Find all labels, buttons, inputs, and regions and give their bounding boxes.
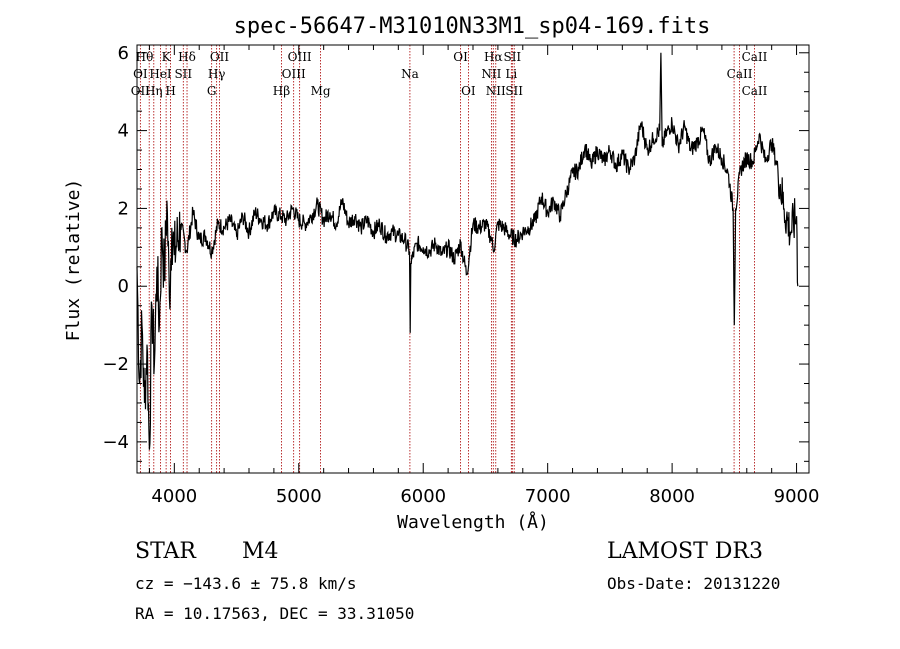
plot-frame xyxy=(136,44,810,474)
y-tick-label: 4 xyxy=(118,121,129,142)
line-label: NII xyxy=(486,84,506,98)
x-tick-label: 8000 xyxy=(649,486,695,507)
x-tick-label: 4000 xyxy=(151,486,197,507)
y-tick-label: 0 xyxy=(118,276,129,297)
line-label: OI xyxy=(461,84,476,98)
line-label: OII xyxy=(210,50,230,64)
line-label: SII xyxy=(174,67,192,81)
line-label: Hγ xyxy=(208,67,226,81)
line-label: K xyxy=(162,50,172,64)
line-label: HeI xyxy=(149,67,172,81)
y-tick-label: −4 xyxy=(102,432,129,453)
line-label: CaII xyxy=(742,84,768,98)
survey-name: LAMOST DR3 xyxy=(607,539,763,564)
chart-title: spec-56647-M31010N33M1_sp04-169.fits xyxy=(234,14,711,39)
line-label: Hη xyxy=(145,84,163,98)
line-label: Na xyxy=(401,67,419,81)
y-tick-label: 6 xyxy=(118,43,129,64)
line-label: OII xyxy=(131,84,151,98)
x-tick-label: 7000 xyxy=(525,486,571,507)
y-tick-label: 2 xyxy=(118,198,129,219)
line-label: OIII xyxy=(288,50,312,64)
line-label: SII xyxy=(505,84,523,98)
axis-ticks: 4000 5000 6000 7000 8000 9000 −4 −2 0 2 4 6 xyxy=(102,43,819,507)
coordinates: RA = 10.17563, DEC = 33.31050 xyxy=(135,604,415,623)
line-label: Hθ xyxy=(136,50,154,64)
line-label: Hβ xyxy=(273,84,290,98)
x-axis-label: Wavelength (Å) xyxy=(397,511,549,533)
line-label: OIII xyxy=(282,67,306,81)
observation-date: Obs-Date: 20131220 xyxy=(607,574,781,593)
flux-series xyxy=(136,52,799,450)
line-label: Mg xyxy=(311,84,331,98)
line-label: OI xyxy=(133,67,148,81)
line-label: Hδ xyxy=(178,50,196,64)
line-label: SII xyxy=(503,50,521,64)
line-label: CaII xyxy=(727,67,753,81)
y-axis-label: Flux (relative) xyxy=(63,179,84,342)
x-tick-label: 6000 xyxy=(400,486,446,507)
emission-line-markers xyxy=(139,45,755,473)
x-tick-label: 5000 xyxy=(276,486,322,507)
x-tick-label: 9000 xyxy=(774,486,820,507)
line-label: OI xyxy=(453,50,468,64)
line-label: G xyxy=(207,84,217,98)
object-subclass: M4 xyxy=(242,539,279,564)
line-label: CaII xyxy=(742,50,768,64)
line-label: Hα xyxy=(484,50,503,64)
object-type: STAR xyxy=(135,539,196,564)
redshift-cz: cz = −143.6 ± 75.8 km/s xyxy=(135,574,357,593)
line-label: Li xyxy=(505,67,517,81)
line-label: NII xyxy=(481,67,501,81)
line-label: H xyxy=(165,84,175,98)
y-tick-label: −2 xyxy=(102,354,129,375)
